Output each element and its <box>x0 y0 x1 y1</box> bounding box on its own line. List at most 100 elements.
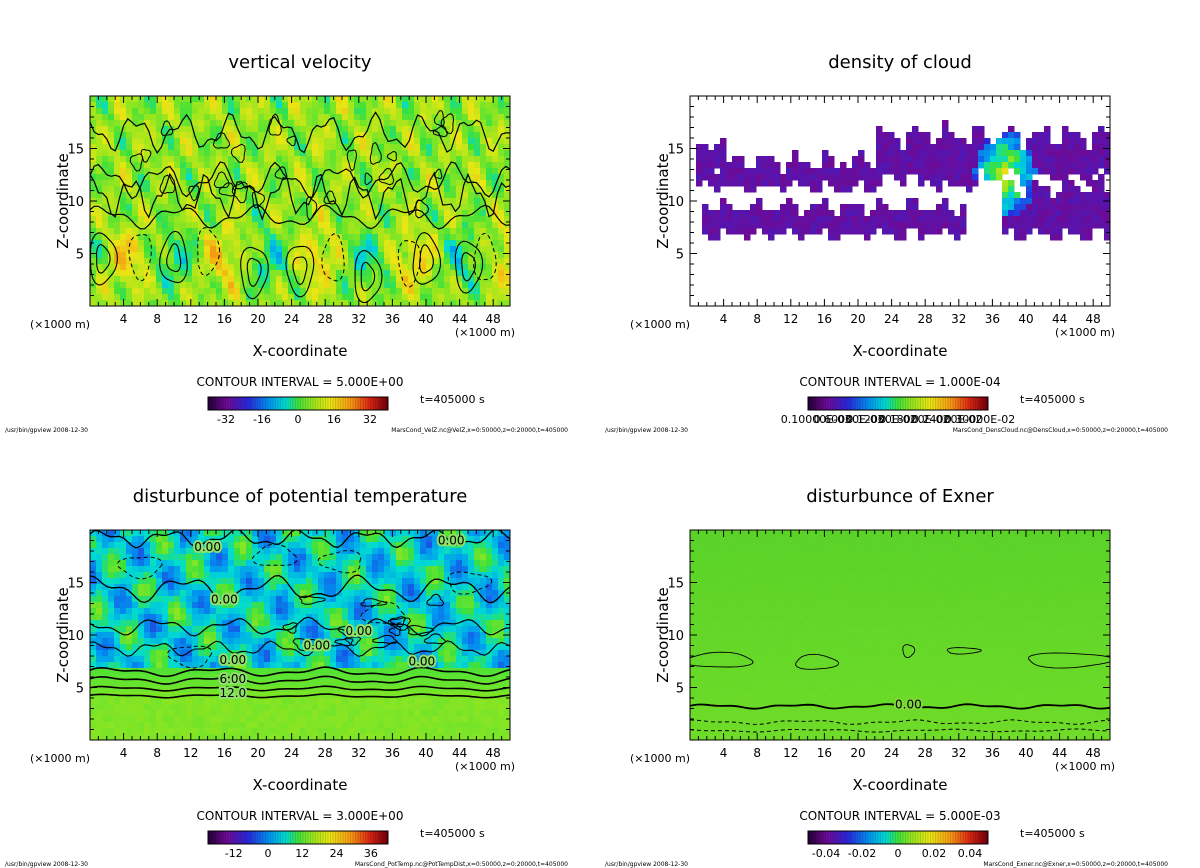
x-tick-label: 20 <box>850 746 865 760</box>
contour-interval: CONTOUR INTERVAL = 5.000E+00 <box>197 375 404 389</box>
x-tick-label: 8 <box>753 312 761 326</box>
colorbar <box>807 396 989 411</box>
colorbar-tick-label: 0 <box>265 847 272 860</box>
y-tick-label: 5 <box>76 248 84 263</box>
panel-potential-temperature: disturbunce of potential temperature 0.00… <box>0 434 600 868</box>
footer-right: MarsCond_DensCloud.nc@DensCloud,x=0:5000… <box>953 427 1168 434</box>
x-tick-label: 40 <box>418 746 433 760</box>
x-tick-label: 12 <box>183 746 198 760</box>
colorbar-tick-label: 0 <box>895 847 902 860</box>
x-tick-label: 16 <box>217 312 232 326</box>
x-axis-label: X-coordinate <box>253 776 348 794</box>
colorbar <box>807 830 989 845</box>
x-tick-label: 16 <box>817 312 832 326</box>
x-tick-label: 48 <box>1086 312 1101 326</box>
x-tick-label: 32 <box>951 746 966 760</box>
time-label: t=405000 s <box>420 393 485 406</box>
x-tick-label: 24 <box>284 312 299 326</box>
chart-title: density of cloud <box>828 52 972 73</box>
colorbar-tick-label: 0.02 <box>922 847 947 860</box>
panel-density-of-cloud: density of cloud 4 8 12 16 20 24 28 32 36 40 44 48 5 1… <box>600 0 1200 434</box>
y-tick-label: 15 <box>67 143 84 158</box>
x-unit-left: (×1000 m) <box>630 752 690 765</box>
y-tick-label: 15 <box>67 577 84 592</box>
x-tick-label: 28 <box>318 312 333 326</box>
contour-interval: CONTOUR INTERVAL = 1.000E-04 <box>799 375 1000 389</box>
x-unit-left: (×1000 m) <box>30 752 90 765</box>
colorbar-tick-label: 0.24000E-02 <box>912 413 982 426</box>
footer-right: MarsCond_PotTemp.nc@PotTempDist,x=0:5000… <box>355 861 568 868</box>
chart-title: vertical velocity <box>228 52 372 73</box>
footer-left: /usr/bin/gpview 2008-12-30 <box>5 861 88 868</box>
x-unit-right: (×1000 m) <box>455 760 515 773</box>
x-axis-label: X-coordinate <box>853 342 948 360</box>
footer-right: MarsCond_Exner.nc@Exner,x=0:50000,z=0:20… <box>983 861 1168 868</box>
x-tick-label: 28 <box>918 746 933 760</box>
colorbar-tick-label: 0.60000E-03 <box>814 413 884 426</box>
x-tick-label: 8 <box>153 746 161 760</box>
contour-interval: CONTOUR INTERVAL = 3.000E+00 <box>197 809 404 823</box>
colorbar-tick-label: -12 <box>225 847 243 860</box>
y-axis-label: Z-coordinate <box>654 587 672 682</box>
plot-area <box>90 530 510 740</box>
x-tick-label: 28 <box>918 312 933 326</box>
y-tick-label: 5 <box>76 682 84 697</box>
x-tick-label: 20 <box>250 312 265 326</box>
y-tick-label: 15 <box>667 577 684 592</box>
axes <box>690 530 1110 740</box>
colorbar-tick-label: 16 <box>327 413 341 426</box>
colorbar-tick-label: 0.30000E-02 <box>945 413 1015 426</box>
chart-svg: disturbunce of potential temperature 0.00… <box>5 486 568 868</box>
x-tick-label: 32 <box>351 312 366 326</box>
contour-label: 0.00 <box>408 654 435 668</box>
x-tick-label: 16 <box>217 746 232 760</box>
contour-label: 0.00 <box>438 534 465 548</box>
footer-left: /usr/bin/gpview 2008-12-30 <box>605 427 688 434</box>
x-tick-label: 12 <box>183 312 198 326</box>
x-unit-left: (×1000 m) <box>30 318 90 331</box>
x-tick-label: 48 <box>1086 746 1101 760</box>
x-unit-right: (×1000 m) <box>1055 326 1115 339</box>
x-axis-label: X-coordinate <box>253 342 348 360</box>
colorbar-tick-label: -0.02 <box>848 847 876 860</box>
contour-label: 12.0 <box>219 686 246 700</box>
x-unit-right: (×1000 m) <box>1055 760 1115 773</box>
x-tick-label: 8 <box>753 746 761 760</box>
time-label: t=405000 s <box>1020 827 1085 840</box>
y-tick-label: 10 <box>667 629 684 644</box>
x-tick-label: 48 <box>486 312 501 326</box>
contour-label: 0.00 <box>303 639 330 653</box>
x-axis-label: X-coordinate <box>853 776 948 794</box>
plot-area <box>690 530 1110 740</box>
y-axis-label: Z-coordinate <box>54 153 72 248</box>
x-unit-right: (×1000 m) <box>455 326 515 339</box>
colorbar-tick-label: 0.18000E-02 <box>879 413 949 426</box>
x-tick-label: 32 <box>951 312 966 326</box>
x-tick-label: 4 <box>120 312 128 326</box>
colorbar <box>207 396 389 411</box>
chart-title: disturbunce of potential temperature <box>133 486 468 507</box>
x-tick-label: 44 <box>452 312 467 326</box>
colorbar-tick-label: 24 <box>330 847 344 860</box>
x-tick-label: 36 <box>385 746 400 760</box>
x-tick-label: 36 <box>985 312 1000 326</box>
colorbar-tick-label: 0.12000E-02 <box>846 413 916 426</box>
contour-label: 0.00 <box>219 653 246 667</box>
colorbar-tick-label: -16 <box>253 413 271 426</box>
axes <box>90 96 510 306</box>
x-unit-left: (×1000 m) <box>630 318 690 331</box>
x-tick-label: 24 <box>284 746 299 760</box>
colorbar-tick-label: 12 <box>295 847 309 860</box>
colorbar <box>207 830 389 845</box>
contour-label: 0.00 <box>194 540 221 554</box>
footer-right: MarsCond_VelZ.nc@VelZ,x=0:50000,z=0:2000… <box>391 427 568 434</box>
footer-left: /usr/bin/gpview 2008-12-30 <box>5 427 88 434</box>
x-tick-label: 36 <box>985 746 1000 760</box>
x-tick-label: 4 <box>120 746 128 760</box>
x-tick-label: 40 <box>418 312 433 326</box>
x-tick-label: 24 <box>884 746 899 760</box>
x-tick-label: 36 <box>385 312 400 326</box>
colorbar-tick-label: 32 <box>363 413 377 426</box>
contour-label: 6.00 <box>219 672 246 686</box>
